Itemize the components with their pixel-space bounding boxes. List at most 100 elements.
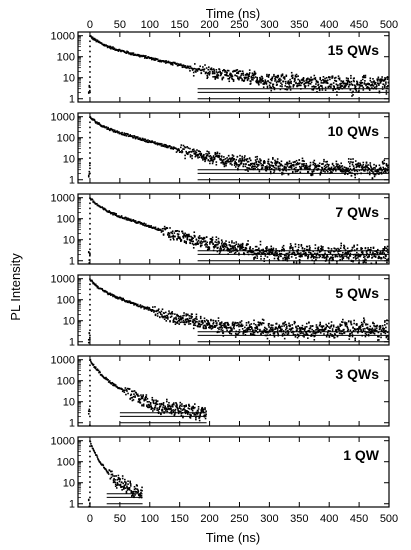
data-point xyxy=(216,151,219,154)
data-point xyxy=(272,158,274,160)
data-point xyxy=(232,326,235,329)
data-point xyxy=(261,167,264,169)
data-point xyxy=(198,67,200,70)
data-point xyxy=(253,165,255,168)
data-point xyxy=(379,325,382,327)
data-point xyxy=(312,332,315,334)
data-point xyxy=(161,308,164,311)
data-point xyxy=(210,319,212,322)
data-point xyxy=(379,253,382,255)
data-point xyxy=(328,322,330,325)
data-point xyxy=(286,257,288,260)
data-point xyxy=(275,167,277,170)
data-point xyxy=(180,408,182,410)
data-point xyxy=(324,252,326,255)
data-point xyxy=(178,319,180,322)
data-point xyxy=(269,330,271,332)
data-point xyxy=(335,255,337,257)
data-point xyxy=(325,258,328,260)
data-point xyxy=(353,84,356,86)
data-point xyxy=(157,308,160,310)
data-point xyxy=(106,128,109,130)
data-point xyxy=(200,237,203,239)
data-point xyxy=(112,213,114,216)
data-point xyxy=(298,82,301,85)
data-point xyxy=(240,77,242,79)
data-point xyxy=(231,322,234,325)
data-point xyxy=(223,165,226,168)
data-point xyxy=(225,325,227,328)
data-point xyxy=(226,248,229,251)
data-point xyxy=(266,256,269,258)
data-point xyxy=(295,82,297,85)
data-point xyxy=(89,116,91,118)
data-point xyxy=(234,251,237,254)
data-point xyxy=(375,251,378,253)
data-point xyxy=(371,83,374,86)
data-point xyxy=(339,258,341,261)
data-point xyxy=(212,323,214,325)
data-point xyxy=(244,158,246,161)
data-point xyxy=(126,217,128,220)
data-point xyxy=(336,255,339,258)
data-point xyxy=(129,485,132,487)
data-point xyxy=(89,329,91,332)
data-point xyxy=(289,78,291,81)
data-point xyxy=(221,78,224,81)
data-point xyxy=(266,247,268,250)
data-point xyxy=(89,50,91,53)
data-point xyxy=(191,155,193,157)
data-point xyxy=(193,413,196,415)
data-point xyxy=(177,64,179,67)
data-point xyxy=(224,71,226,73)
data-point xyxy=(370,81,373,83)
panel-frame xyxy=(77,274,390,346)
data-point xyxy=(89,334,91,337)
data-point xyxy=(323,167,326,170)
data-point xyxy=(160,310,163,313)
data-point xyxy=(324,79,326,82)
data-point xyxy=(180,414,183,417)
data-point xyxy=(384,246,386,248)
data-point xyxy=(246,327,248,330)
data-point xyxy=(272,156,274,159)
data-point xyxy=(335,163,338,165)
data-point xyxy=(336,329,338,331)
data-point xyxy=(382,163,384,165)
data-point xyxy=(223,248,226,250)
data-point xyxy=(106,378,108,380)
data-point xyxy=(268,248,270,251)
data-point xyxy=(382,329,385,331)
data-point xyxy=(218,152,221,155)
data-point xyxy=(236,71,239,74)
data-point xyxy=(352,90,354,93)
data-point xyxy=(189,320,192,322)
data-point xyxy=(256,158,259,160)
data-point xyxy=(238,159,240,162)
data-point xyxy=(100,42,103,45)
data-point xyxy=(170,412,173,415)
data-point xyxy=(284,256,287,259)
data-point xyxy=(199,69,202,72)
data-point xyxy=(129,397,132,400)
data-point xyxy=(368,171,371,173)
data-point xyxy=(279,326,282,328)
data-point xyxy=(106,45,108,47)
data-point xyxy=(257,321,260,324)
data-point xyxy=(198,150,200,153)
data-point xyxy=(145,396,148,398)
data-point xyxy=(214,152,217,155)
data-point xyxy=(330,257,332,259)
data-point xyxy=(310,256,312,259)
data-point xyxy=(282,244,285,247)
data-point xyxy=(260,323,263,326)
data-point xyxy=(89,336,91,339)
data-point xyxy=(125,483,127,485)
data-point xyxy=(366,169,369,172)
data-point xyxy=(164,410,167,412)
data-point xyxy=(277,165,280,168)
data-point xyxy=(141,138,143,141)
data-point xyxy=(224,323,226,326)
data-point xyxy=(244,155,246,157)
data-point xyxy=(298,255,301,258)
